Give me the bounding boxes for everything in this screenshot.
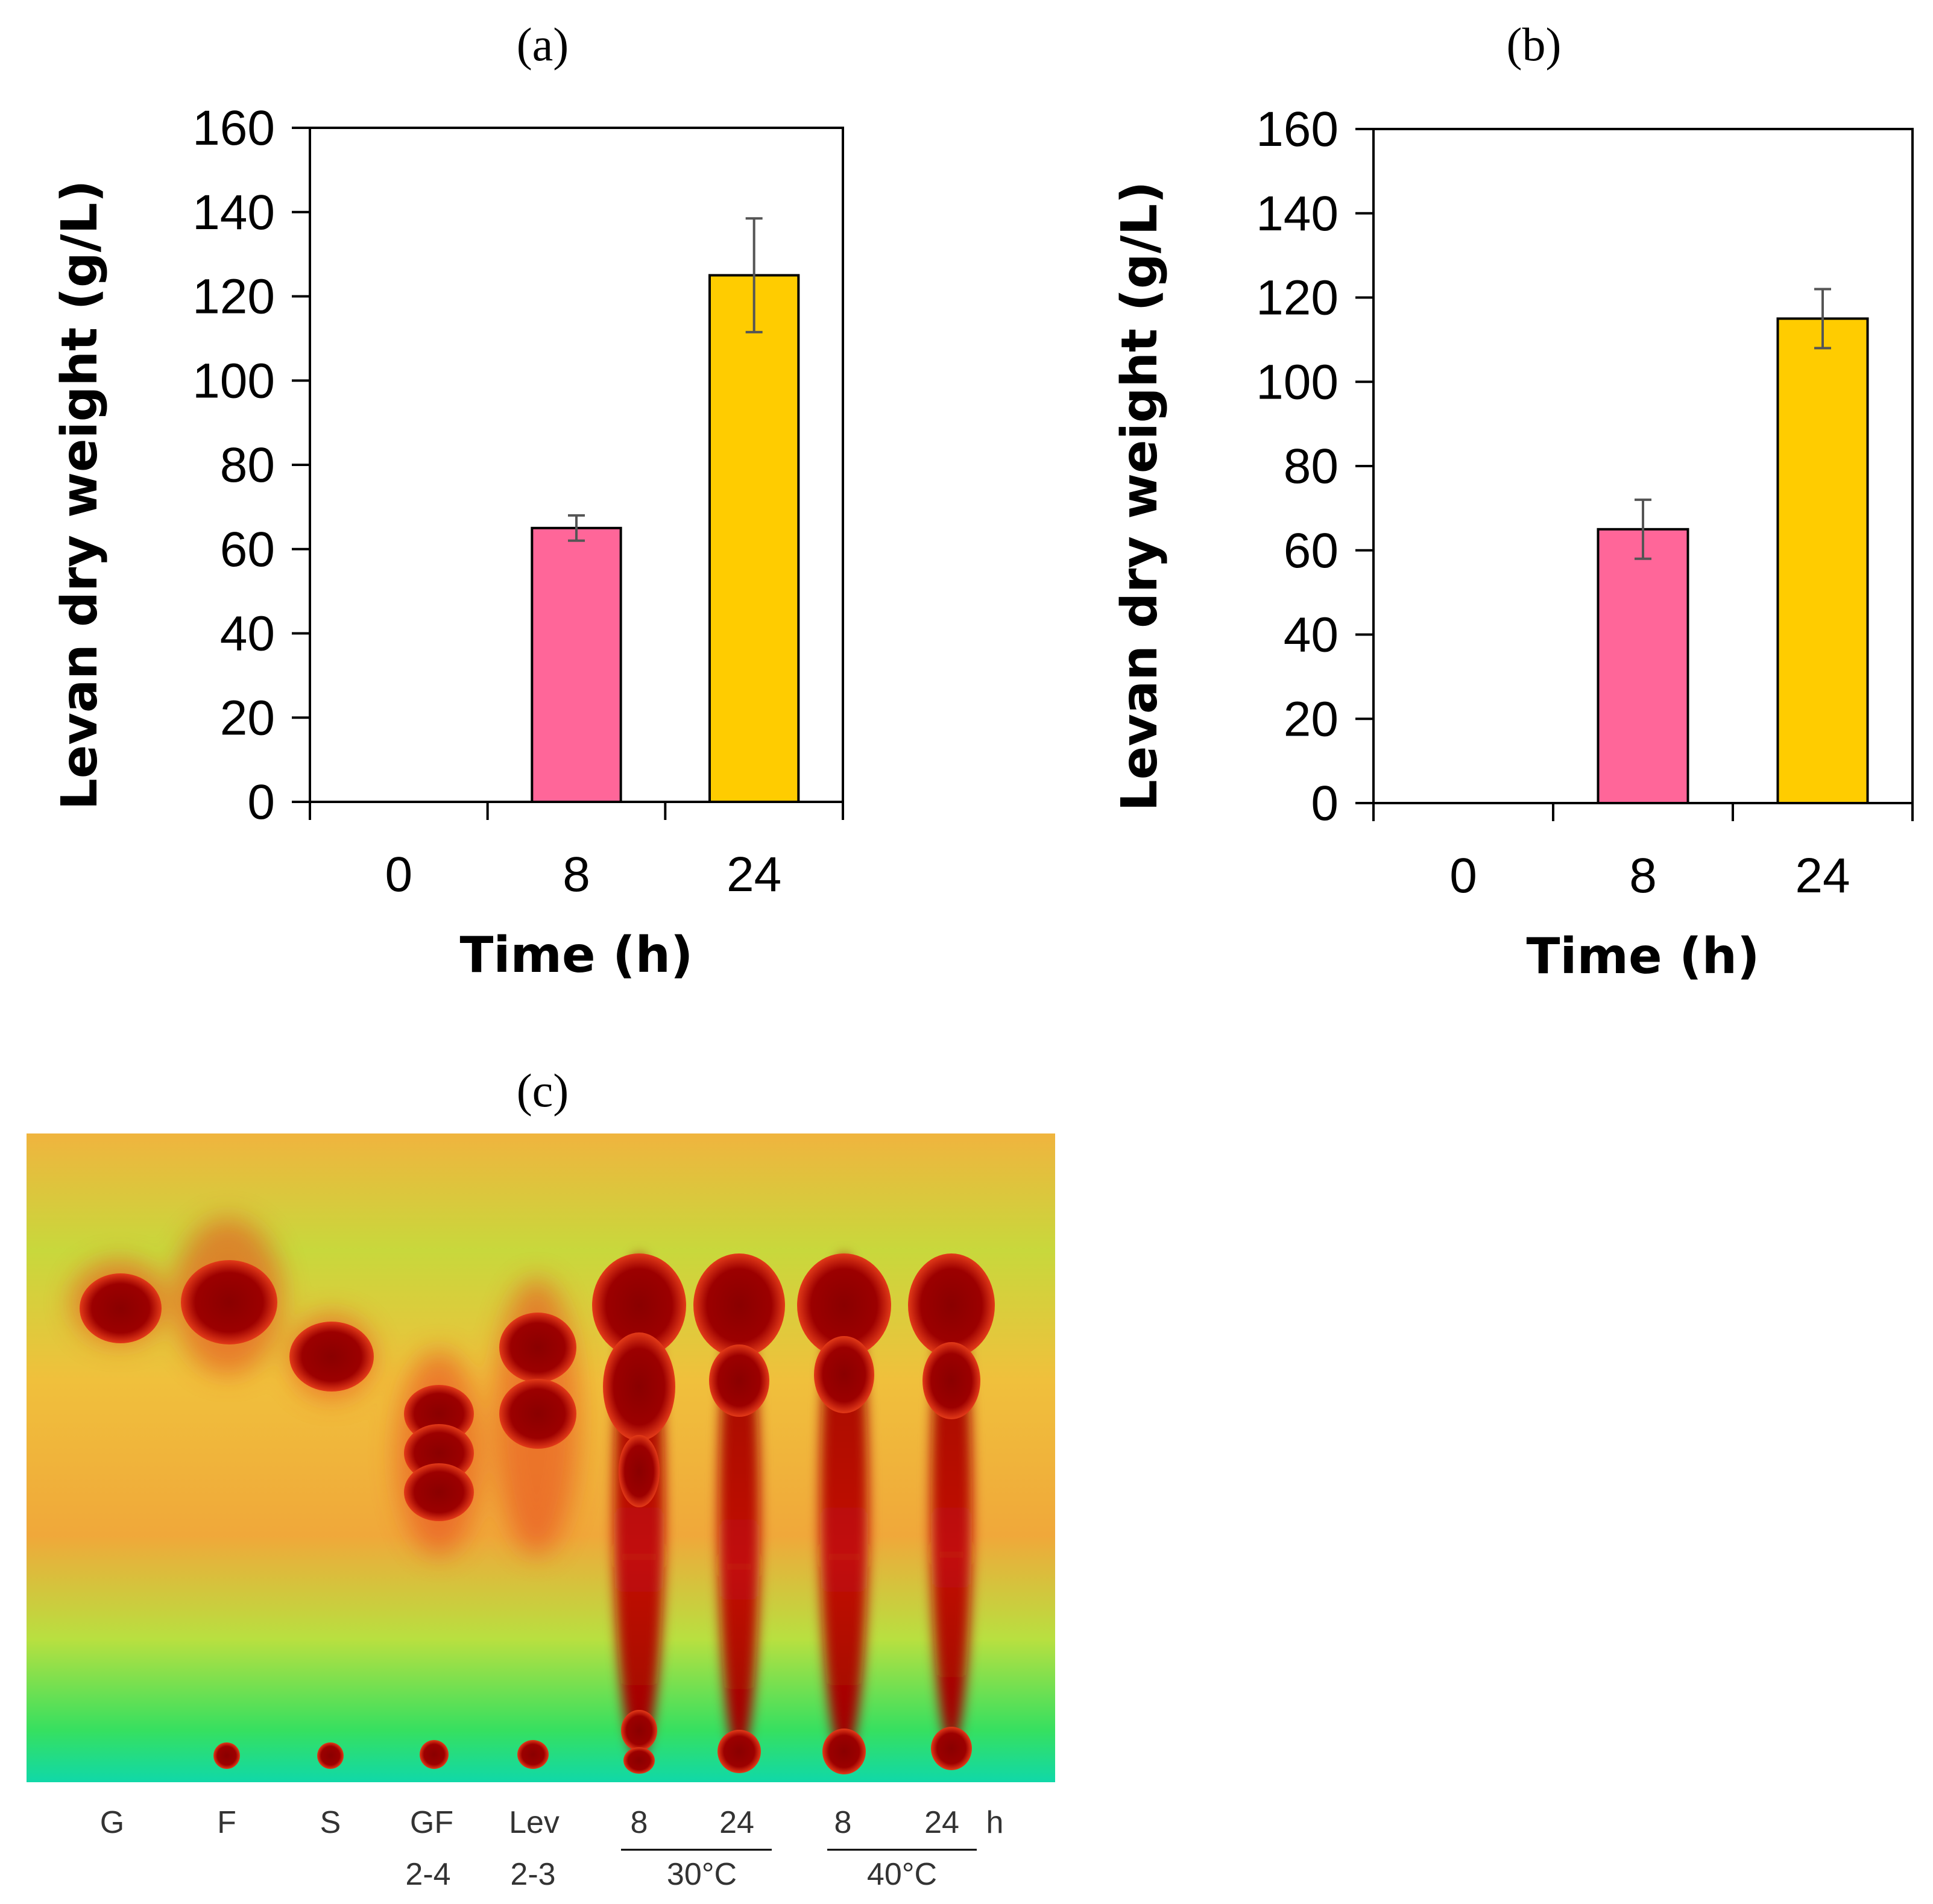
- bar-chart-a: (a) 0 20 40 60 80 100 120 140 160 0 8 24 Time (h) Lev…: [51, 18, 844, 984]
- y-tick-label: 80: [220, 438, 275, 493]
- lane-label-top: GF: [410, 1805, 453, 1840]
- lane-label-bottom: 2-4: [405, 1857, 450, 1892]
- lane-label-top: 24: [719, 1805, 754, 1840]
- lane-label-top: Lev: [509, 1805, 560, 1840]
- y-tick-label: 0: [247, 775, 275, 830]
- y-tick-label: 80: [1284, 439, 1339, 494]
- lane-label-top: G: [100, 1805, 124, 1840]
- panel-label-c: (c): [517, 1064, 569, 1117]
- y-tick-label: 60: [1284, 523, 1339, 578]
- y-tick-label: 120: [192, 270, 275, 324]
- panel-label-a: (a): [517, 18, 569, 71]
- y-tick-label: 20: [1284, 692, 1339, 746]
- y-axis-title: Levan dry weight (g/L): [51, 180, 109, 810]
- tlc-panel: (c): [27, 1064, 1055, 1892]
- bar: [1776, 317, 1869, 804]
- y-tick-label: 20: [220, 690, 275, 745]
- x-tick-label: 0: [1449, 848, 1477, 903]
- y-tick-label: 100: [192, 353, 275, 408]
- lane-label-top: S: [320, 1805, 341, 1840]
- bar: [531, 526, 622, 803]
- panel-label-b: (b): [1507, 18, 1562, 71]
- tlc-plate-image: [27, 1133, 1055, 1782]
- lane-labels: G F S GF Lev 8 24 8 24 h 2-4 2-3 30°C 40…: [100, 1805, 1004, 1892]
- lane-label-top: 24: [924, 1805, 959, 1840]
- x-tick-label: 8: [1629, 848, 1657, 903]
- y-tick-label: 140: [192, 185, 275, 240]
- y-tick-label: 120: [1256, 271, 1339, 326]
- y-tick-label: 0: [1311, 776, 1339, 831]
- bar-chart-b: (b) 0 20 40 60 80 100 120 140 160 0 8 24 Time (h) Lev…: [1111, 18, 1914, 985]
- x-axis-title: Time (h): [1527, 928, 1760, 985]
- lane-label-top: 8: [834, 1805, 852, 1840]
- y-tick-label: 40: [1284, 608, 1339, 663]
- group-label-30c: 30°C: [667, 1857, 737, 1892]
- lane-label-bottom: 2-3: [510, 1857, 555, 1892]
- x-tick-label: 24: [1795, 848, 1850, 903]
- x-tick-label: 0: [385, 847, 413, 902]
- y-tick-label: 40: [220, 607, 275, 661]
- y-axis-title: Levan dry weight (g/L): [1111, 181, 1168, 812]
- y-tick-label: 140: [1256, 186, 1339, 241]
- bar: [708, 274, 800, 803]
- x-tick-label: 8: [563, 847, 590, 902]
- y-tick-label: 160: [192, 101, 275, 156]
- bar: [1597, 528, 1689, 804]
- y-tick-label: 60: [220, 522, 275, 577]
- lane-label-top: F: [217, 1805, 236, 1840]
- group-label-40c: 40°C: [867, 1857, 937, 1892]
- y-tick-label: 160: [1256, 102, 1339, 157]
- y-tick-label: 100: [1256, 355, 1339, 409]
- x-tick-label: 24: [727, 847, 781, 902]
- lane-label-top: 8: [631, 1805, 648, 1840]
- lane-unit-label: h: [986, 1805, 1004, 1840]
- x-axis-title: Time (h): [460, 927, 693, 984]
